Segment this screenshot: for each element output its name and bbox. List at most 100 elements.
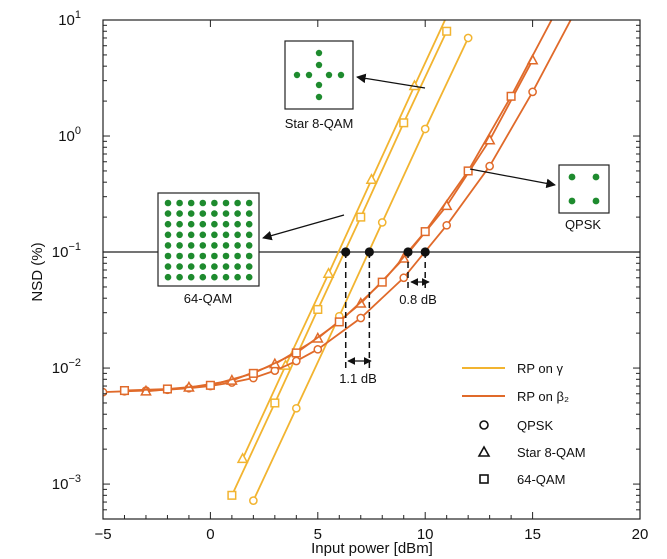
legend-marker-circle (479, 420, 489, 430)
data-point (291, 348, 301, 358)
constellation-dot (199, 210, 207, 217)
data-point (483, 133, 496, 145)
series-layer (103, 11, 572, 505)
legend-label-64qam: 64-QAM (517, 472, 565, 487)
constellation-dot (211, 231, 218, 239)
constellation-dot (315, 49, 323, 57)
series-line (231, 30, 448, 496)
constellation-dot (592, 173, 600, 181)
constellation-dot (176, 242, 183, 249)
inset-qpsk-arrow (469, 168, 556, 189)
constellation-dot (315, 81, 323, 89)
x-axis-label: Input power [dBm] (311, 540, 433, 557)
constellation-dot (176, 210, 183, 217)
constellation-dot (234, 273, 241, 281)
constellation-dot (164, 252, 172, 260)
constellation-dot (164, 199, 172, 207)
gap-label-1: 1.1 dB (339, 371, 377, 386)
inset-64qam: 64-QAM (157, 192, 345, 306)
constellation-dot (164, 273, 172, 281)
constellation-dot (245, 210, 253, 217)
constellation-dot (234, 263, 241, 270)
data-point (322, 267, 335, 278)
data-point (528, 87, 537, 97)
series-gamma-triangle (236, 20, 447, 464)
series-gamma-square (227, 26, 452, 500)
data-point (270, 398, 280, 408)
constellation-dot (176, 220, 183, 228)
constellation-dot (245, 199, 253, 207)
legend-marker-square (479, 474, 489, 484)
data-point (119, 385, 130, 396)
constellation-dot (234, 210, 241, 217)
constellation-dot (245, 273, 253, 281)
constellation-dot (245, 263, 253, 270)
constellation-dot (187, 199, 195, 207)
inset-qpsk: QPSK (469, 164, 610, 232)
x-tick-label: 15 (524, 526, 541, 543)
data-point (236, 452, 249, 464)
constellation-dot (199, 242, 207, 249)
x-tick-label: 10 (417, 526, 434, 543)
data-point (162, 384, 172, 394)
constellation-dot (211, 242, 218, 249)
data-point (313, 304, 323, 314)
data-point (463, 166, 473, 176)
constellation-dot (187, 231, 195, 239)
constellation-dot (337, 71, 345, 79)
data-point (408, 79, 421, 91)
data-point (291, 356, 301, 366)
constellation-dot (176, 231, 183, 239)
constellation-dot (187, 220, 195, 228)
constellation-dot (187, 263, 195, 270)
constellation-dot (245, 242, 253, 249)
x-tick-label: 0 (206, 526, 214, 543)
series-gamma-circle (249, 33, 473, 505)
constellation-dot (234, 220, 241, 228)
legend-label-gamma: RP on γ (517, 361, 564, 376)
threshold-point (403, 247, 413, 257)
threshold-point (364, 247, 374, 257)
inset-star8: Star 8-QAM (284, 40, 426, 131)
constellation-dot (211, 273, 218, 281)
constellation-dot (568, 197, 576, 205)
legend: RP on γ RP on β₂ QPSK Star 8-QAM 64-QAM (462, 361, 586, 487)
constellation-dot (176, 199, 183, 207)
constellation-dot (293, 71, 301, 79)
inset-star8-dots (293, 49, 345, 101)
data-point (205, 380, 215, 390)
series-beta2-square (119, 11, 558, 396)
data-point (356, 212, 366, 222)
gap-label-2: 0.8 dB (399, 292, 437, 307)
y-axis-label: NSD (%) (29, 242, 46, 301)
data-point (550, 11, 558, 19)
data-point (506, 91, 516, 101)
constellation-dot (315, 93, 323, 101)
gap-annotation-2: 0.8 dB (399, 278, 437, 307)
y-tick-label: 10−2 (52, 357, 81, 377)
constellation-dot (176, 273, 183, 281)
legend-label-star8: Star 8-QAM (517, 445, 586, 460)
data-point (442, 26, 452, 36)
series-line (252, 37, 469, 502)
constellation-dot (245, 220, 253, 228)
constellation-dot (222, 242, 230, 249)
constellation-dot (245, 231, 253, 239)
constellation-dot (315, 61, 323, 69)
plot-frame (102, 19, 641, 520)
constellation-dot (199, 273, 207, 281)
inset-64qam-label: 64-QAM (184, 291, 232, 306)
constellation-dot (187, 210, 195, 217)
inset-64qam-arrow (262, 214, 345, 241)
constellation-dot (176, 252, 183, 260)
data-point (291, 403, 301, 413)
constellation-dot (592, 197, 600, 205)
legend-label-beta2: RP on β₂ (517, 389, 569, 404)
inset-qpsk-box (558, 164, 610, 214)
data-point (399, 118, 409, 128)
constellation-dot (164, 263, 172, 270)
constellation-dot (211, 220, 218, 228)
y-tick-label: 101 (58, 9, 81, 29)
constellation-dot (234, 231, 241, 239)
